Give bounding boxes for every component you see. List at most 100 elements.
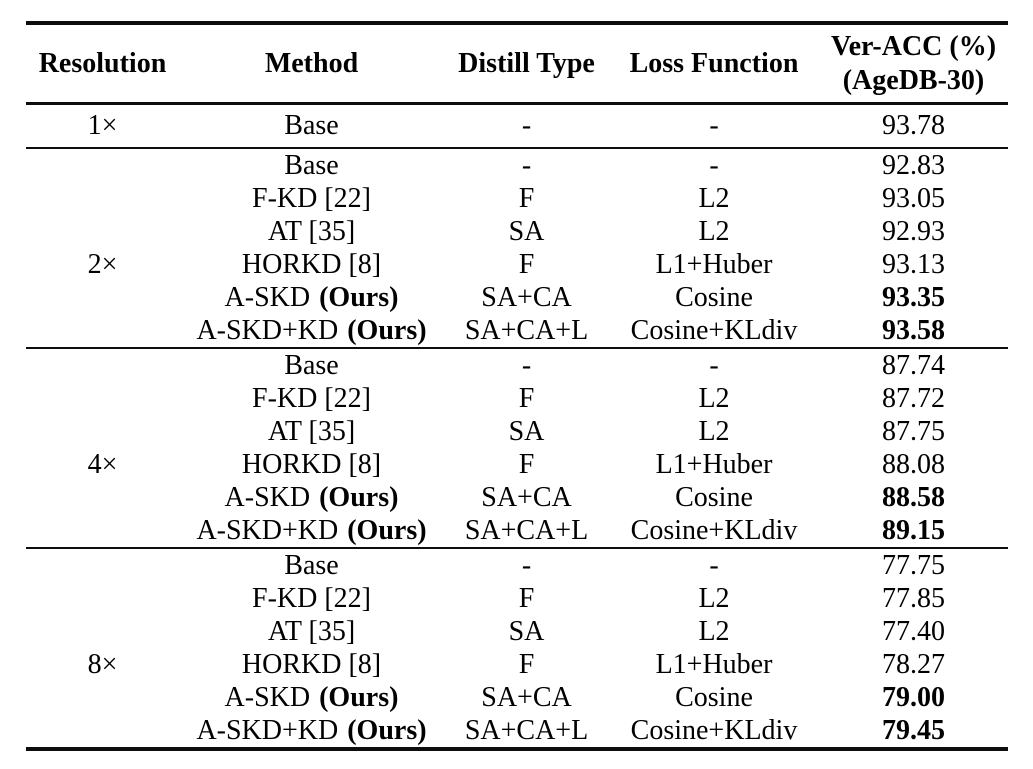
cell-loss-function: - xyxy=(709,549,719,581)
table-row: 1× Base - - 93.78 xyxy=(26,105,1008,147)
cell-loss-function: L2 xyxy=(698,582,730,614)
table-row: AT [35] SA L2 87.75 xyxy=(26,415,1008,448)
cell-loss-function: L2 xyxy=(698,615,730,647)
cell-resolution xyxy=(26,149,179,182)
cell-distill-type: SA xyxy=(508,415,545,447)
cell-resolution xyxy=(26,415,179,448)
cell-loss-function: L1+Huber xyxy=(655,448,773,480)
method-ours-suffix: (Ours) xyxy=(347,514,427,546)
cell-method: A-SKD (Ours) xyxy=(179,681,444,714)
table-row: F-KD [22] F L2 87.72 xyxy=(26,382,1008,415)
table-row: Base - - 92.83 xyxy=(26,149,1008,182)
cell-distill-type: - xyxy=(521,349,532,381)
cell-method: Base xyxy=(284,549,339,581)
cell-ver-acc: 78.27 xyxy=(882,648,945,680)
cell-loss-function: Cosine+KLdiv xyxy=(630,314,798,346)
cell-resolution xyxy=(26,281,179,314)
top-rule xyxy=(26,21,1008,25)
cell-loss-function: - xyxy=(709,349,719,381)
table-row: A-SKD (Ours) SA+CA Cosine 93.35 xyxy=(26,281,1008,314)
method-label: A-SKD xyxy=(224,481,311,513)
cell-resolution xyxy=(26,514,179,547)
cell-loss-function: - xyxy=(709,149,719,181)
cell-loss-function: L2 xyxy=(698,215,730,247)
cell-distill-type: SA+CA xyxy=(481,681,572,713)
method-label: A-SKD+KD xyxy=(196,314,339,346)
cell-ver-acc: 79.00 xyxy=(882,681,945,713)
cell-loss-function: Cosine+KLdiv xyxy=(630,714,798,746)
cell-method: AT [35] xyxy=(267,215,356,247)
section-4x: Base - - 87.74 F-KD [22] F L2 87.72 AT [… xyxy=(26,349,1008,547)
cell-distill-type: F xyxy=(518,182,535,214)
cell-ver-acc: 77.40 xyxy=(882,615,945,647)
cell-method: F-KD [22] xyxy=(252,582,371,614)
cell-method: A-SKD+KD (Ours) xyxy=(179,314,444,347)
cell-loss-function: Cosine xyxy=(675,681,753,713)
cell-resolution xyxy=(26,382,179,415)
cell-resolution xyxy=(26,549,179,582)
cell-ver-acc: 88.58 xyxy=(882,481,945,513)
table-row: A-SKD (Ours) SA+CA Cosine 88.58 xyxy=(26,481,1008,514)
cell-ver-acc: 93.35 xyxy=(882,281,945,313)
table-row: A-SKD+KD (Ours) SA+CA+L Cosine+KLdiv 89.1… xyxy=(26,514,1008,547)
cell-loss-function: L2 xyxy=(698,382,730,414)
table-row: F-KD [22] F L2 77.85 xyxy=(26,582,1008,615)
cell-resolution xyxy=(26,314,179,347)
table-header-row: Resolution Method Distill Type Loss Func… xyxy=(26,25,1008,102)
cell-method: Base xyxy=(284,110,339,141)
cell-method: AT [35] xyxy=(267,615,356,647)
header-rule xyxy=(26,102,1008,105)
cell-loss-function: Cosine+KLdiv xyxy=(630,514,798,546)
col-header-resolution: Resolution xyxy=(38,47,167,79)
col-header-ver-acc: Ver-ACC (%) (AgeDB-30) xyxy=(819,25,1008,102)
cell-ver-acc: 93.58 xyxy=(882,314,945,346)
cell-ver-acc: 87.72 xyxy=(882,382,945,414)
section-1x: 1× Base - - 93.78 xyxy=(26,105,1008,147)
cell-method: HORKD [8] xyxy=(241,448,382,480)
cell-method: AT [35] xyxy=(267,415,356,447)
cell-method: F-KD [22] xyxy=(252,382,371,414)
cell-method: A-SKD+KD (Ours) xyxy=(179,514,444,547)
cell-ver-acc: 92.83 xyxy=(882,149,945,181)
cell-distill-type: F xyxy=(518,582,535,614)
cell-loss-function: L1+Huber xyxy=(655,648,773,680)
cell-resolution: 1× xyxy=(87,110,118,141)
cell-loss-function: L2 xyxy=(698,415,730,447)
cell-resolution: 4× xyxy=(87,448,118,480)
section-rule xyxy=(26,547,1008,549)
table-row: AT [35] SA L2 92.93 xyxy=(26,215,1008,248)
cell-distill-type: SA+CA xyxy=(481,281,572,313)
section-2x: Base - - 92.83 F-KD [22] F L2 93.05 AT [… xyxy=(26,149,1008,347)
cell-distill-type: - xyxy=(521,110,532,141)
cell-method: Base xyxy=(284,149,339,181)
table-row: AT [35] SA L2 77.40 xyxy=(26,615,1008,648)
cell-ver-acc: 87.74 xyxy=(882,349,945,381)
cell-resolution: 8× xyxy=(87,648,118,680)
col-header-method: Method xyxy=(264,47,359,79)
cell-ver-acc: 77.75 xyxy=(882,549,945,581)
table-row: A-SKD (Ours) SA+CA Cosine 79.00 xyxy=(26,681,1008,714)
cell-distill-type: SA+CA xyxy=(481,481,572,513)
cell-resolution: 2× xyxy=(87,248,118,280)
table-row: Base - - 77.75 xyxy=(26,549,1008,582)
cell-ver-acc: 77.85 xyxy=(882,582,945,614)
results-table: Resolution Method Distill Type Loss Func… xyxy=(26,21,1008,751)
cell-distill-type: F xyxy=(518,248,535,280)
cell-distill-type: SA+CA+L xyxy=(464,714,589,746)
method-ours-suffix: (Ours) xyxy=(319,481,399,513)
method-label: A-SKD xyxy=(224,281,311,313)
cell-method: Base xyxy=(284,349,339,381)
section-rule xyxy=(26,147,1008,149)
cell-method: A-SKD+KD (Ours) xyxy=(179,714,444,747)
cell-ver-acc: 89.15 xyxy=(882,514,945,546)
cell-loss-function: L1+Huber xyxy=(655,248,773,280)
cell-loss-function: - xyxy=(709,110,719,141)
cell-resolution xyxy=(26,349,179,382)
cell-ver-acc: 79.45 xyxy=(882,714,945,746)
method-ours-suffix: (Ours) xyxy=(319,681,399,713)
cell-ver-acc: 88.08 xyxy=(882,448,945,480)
table-row: 4× HORKD [8] F L1+Huber 88.08 xyxy=(26,448,1008,481)
cell-method: A-SKD (Ours) xyxy=(179,281,444,314)
cell-distill-type: F xyxy=(518,382,535,414)
cell-resolution xyxy=(26,681,179,714)
